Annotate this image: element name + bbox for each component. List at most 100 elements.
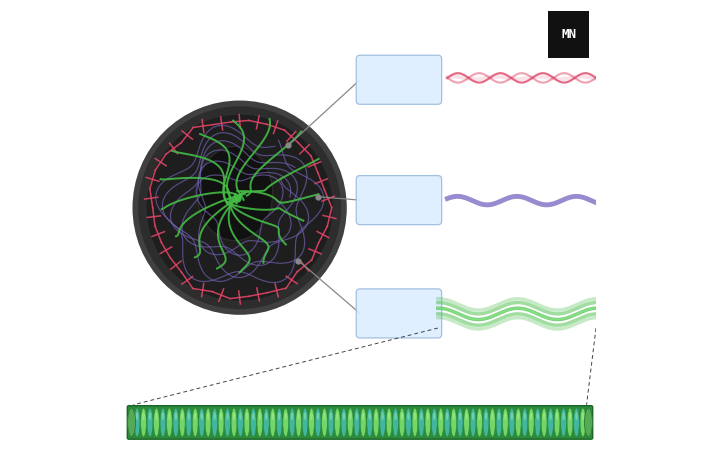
Ellipse shape xyxy=(536,412,539,420)
Ellipse shape xyxy=(362,412,364,420)
Ellipse shape xyxy=(452,412,455,420)
Ellipse shape xyxy=(309,408,315,437)
Ellipse shape xyxy=(276,408,282,437)
Ellipse shape xyxy=(438,408,444,437)
Ellipse shape xyxy=(258,412,261,420)
Ellipse shape xyxy=(304,412,306,420)
Ellipse shape xyxy=(246,412,248,420)
Ellipse shape xyxy=(425,408,431,437)
Ellipse shape xyxy=(233,412,235,420)
Ellipse shape xyxy=(382,412,384,420)
Ellipse shape xyxy=(162,412,164,420)
Ellipse shape xyxy=(192,408,198,437)
Ellipse shape xyxy=(160,408,166,437)
Ellipse shape xyxy=(143,412,145,420)
FancyBboxPatch shape xyxy=(356,55,441,104)
Ellipse shape xyxy=(147,408,153,437)
Ellipse shape xyxy=(439,412,442,420)
Ellipse shape xyxy=(379,408,385,437)
Ellipse shape xyxy=(444,408,450,437)
Ellipse shape xyxy=(543,412,546,420)
Ellipse shape xyxy=(349,412,351,420)
Ellipse shape xyxy=(310,412,312,420)
Ellipse shape xyxy=(244,408,250,437)
Ellipse shape xyxy=(127,408,135,437)
Ellipse shape xyxy=(522,408,528,437)
Ellipse shape xyxy=(341,408,346,437)
Ellipse shape xyxy=(574,408,580,437)
Ellipse shape xyxy=(354,408,359,437)
Ellipse shape xyxy=(271,412,274,420)
Ellipse shape xyxy=(510,412,513,420)
FancyBboxPatch shape xyxy=(356,289,441,338)
Ellipse shape xyxy=(477,408,482,437)
Ellipse shape xyxy=(283,408,289,437)
FancyBboxPatch shape xyxy=(127,405,593,439)
Ellipse shape xyxy=(291,412,294,420)
Ellipse shape xyxy=(239,412,242,420)
Ellipse shape xyxy=(470,408,476,437)
Ellipse shape xyxy=(395,412,397,420)
Ellipse shape xyxy=(207,412,210,420)
Ellipse shape xyxy=(166,408,172,437)
Ellipse shape xyxy=(517,412,520,420)
Ellipse shape xyxy=(328,408,334,437)
Ellipse shape xyxy=(375,412,377,420)
Ellipse shape xyxy=(317,412,319,420)
Text: MN: MN xyxy=(561,28,576,41)
Ellipse shape xyxy=(575,412,577,420)
Ellipse shape xyxy=(431,408,437,437)
Ellipse shape xyxy=(147,115,333,301)
Ellipse shape xyxy=(134,408,140,437)
Ellipse shape xyxy=(168,412,171,420)
Ellipse shape xyxy=(226,412,229,420)
Ellipse shape xyxy=(356,412,358,420)
Ellipse shape xyxy=(212,408,217,437)
Ellipse shape xyxy=(179,408,185,437)
Ellipse shape xyxy=(528,408,534,437)
Ellipse shape xyxy=(238,408,243,437)
Ellipse shape xyxy=(569,412,571,420)
Ellipse shape xyxy=(315,408,321,437)
Ellipse shape xyxy=(225,408,230,437)
Ellipse shape xyxy=(138,106,341,309)
Ellipse shape xyxy=(535,408,541,437)
Ellipse shape xyxy=(585,408,593,437)
Ellipse shape xyxy=(446,412,449,420)
Ellipse shape xyxy=(322,408,328,437)
Ellipse shape xyxy=(509,408,515,437)
Ellipse shape xyxy=(289,408,295,437)
Ellipse shape xyxy=(472,412,474,420)
Ellipse shape xyxy=(516,408,521,437)
Ellipse shape xyxy=(556,412,558,420)
Ellipse shape xyxy=(401,412,403,420)
Ellipse shape xyxy=(426,412,429,420)
Ellipse shape xyxy=(459,412,462,420)
Ellipse shape xyxy=(336,412,338,420)
Ellipse shape xyxy=(257,408,263,437)
Ellipse shape xyxy=(218,408,224,437)
Ellipse shape xyxy=(369,412,371,420)
Ellipse shape xyxy=(153,408,159,437)
FancyBboxPatch shape xyxy=(548,11,590,58)
Ellipse shape xyxy=(284,412,287,420)
Ellipse shape xyxy=(252,412,255,420)
Ellipse shape xyxy=(582,412,584,420)
Ellipse shape xyxy=(264,408,269,437)
Ellipse shape xyxy=(465,412,468,420)
Ellipse shape xyxy=(297,412,300,420)
Ellipse shape xyxy=(348,408,353,437)
Ellipse shape xyxy=(433,412,436,420)
Ellipse shape xyxy=(132,101,347,315)
Ellipse shape xyxy=(548,408,554,437)
Ellipse shape xyxy=(374,408,379,437)
Ellipse shape xyxy=(205,408,211,437)
Ellipse shape xyxy=(187,412,190,420)
Ellipse shape xyxy=(199,408,204,437)
Ellipse shape xyxy=(483,408,489,437)
Ellipse shape xyxy=(265,412,268,420)
Ellipse shape xyxy=(149,412,151,420)
Ellipse shape xyxy=(181,412,184,420)
Ellipse shape xyxy=(361,408,366,437)
Ellipse shape xyxy=(503,408,508,437)
